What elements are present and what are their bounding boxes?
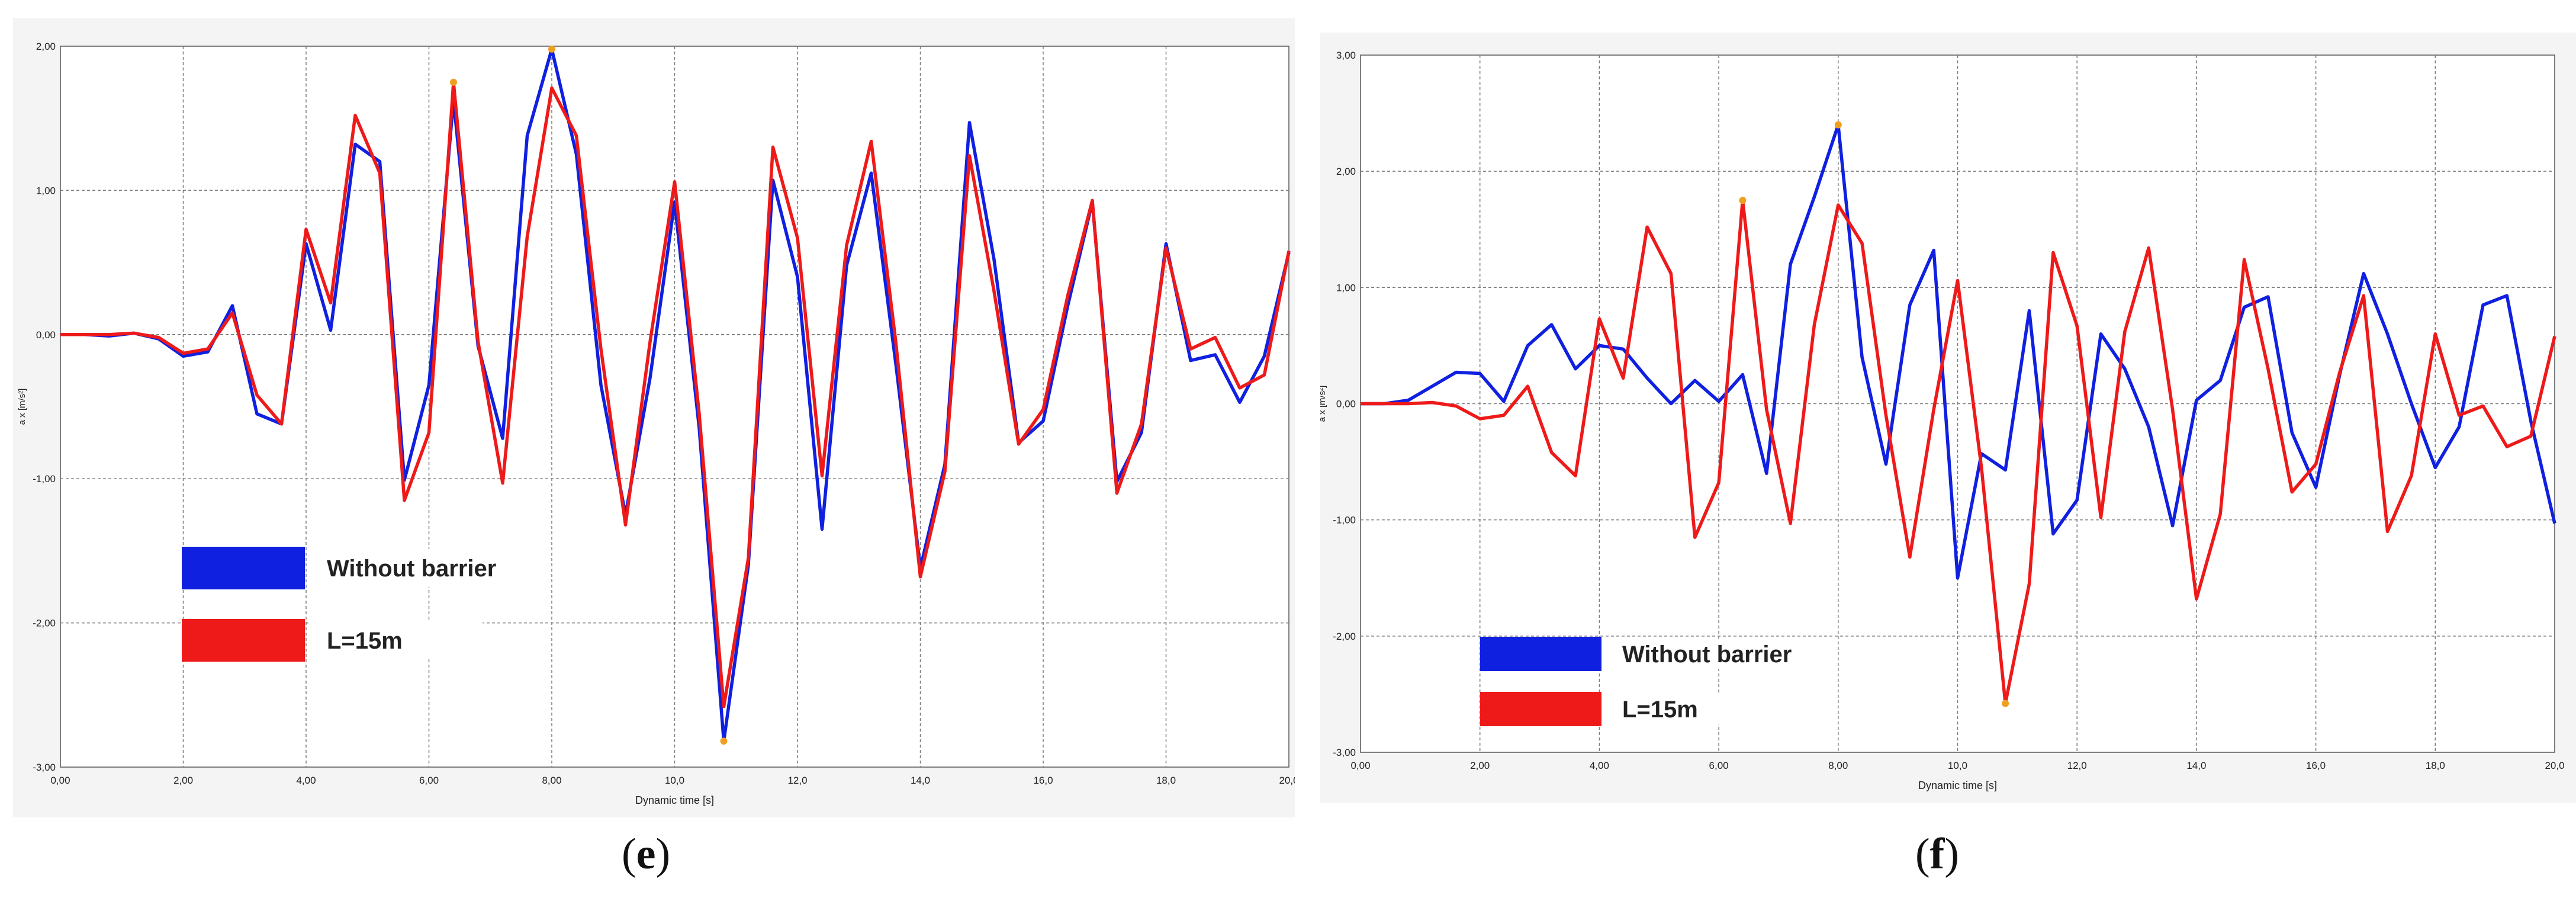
caption-f: (f) xyxy=(1915,829,1959,880)
chart-f-legend-label: L=15m xyxy=(1622,697,1698,723)
chart-e-x-tick-label: 4,00 xyxy=(296,775,316,786)
chart-e-x-tick-label: 18,0 xyxy=(1156,775,1176,786)
chart-f-x-tick-label: 8,00 xyxy=(1828,760,1848,771)
chart-f-legend-label-bg xyxy=(1607,639,1779,669)
chart-e-y-tick-label: -3,00 xyxy=(33,762,56,773)
chart-f-y-axis-label: a x [m/s²] xyxy=(1320,386,1327,422)
chart-f-y-tick-label: -3,00 xyxy=(1333,747,1356,758)
chart-e-svg: 0,00 2,00 4,00 6,00 8,00 10,0 12,0 14,0 16,0 18,0… xyxy=(13,18,1295,817)
chart-f-series-l15m-line xyxy=(1361,198,2556,705)
chart-f-x-axis-label: Dynamic time [s] xyxy=(1918,780,1997,791)
chart-e-y-tick-label: 1,00 xyxy=(36,185,56,196)
chart-f-x-tick-label: 6,00 xyxy=(1709,760,1729,771)
chart-f-x-tick-label: 20,0 xyxy=(2545,760,2564,771)
chart-f-x-tick-label: 0,00 xyxy=(1350,760,1370,771)
chart-f-x-tick-label: 10,0 xyxy=(1948,760,1967,771)
chart-e-x-tick-label: 6,00 xyxy=(419,775,439,786)
chart-panel-e: 0,00 2,00 4,00 6,00 8,00 10,0 12,0 14,0 16,0 18,0… xyxy=(13,18,1295,817)
chart-f-y-tick-label: -2,00 xyxy=(1333,631,1356,642)
chart-e-x-tick-label: 10,0 xyxy=(665,775,684,786)
chart-e-y-tick-label: -2,00 xyxy=(33,618,56,629)
chart-f-y-tick-label: 2,00 xyxy=(1336,166,1356,177)
chart-panel-f: 0,00 2,00 4,00 6,00 8,00 10,0 12,0 14,0 16,0 18,0… xyxy=(1320,33,2576,803)
caption-f-letter: f xyxy=(1929,830,1945,878)
caption-e-open: ( xyxy=(622,830,636,878)
chart-f-legend-swatch xyxy=(1480,637,1601,671)
chart-e-x-tick-label: 14,0 xyxy=(911,775,930,786)
chart-f-svg: 0,00 2,00 4,00 6,00 8,00 10,0 12,0 14,0 16,0 18,0… xyxy=(1320,33,2576,803)
caption-f-open: ( xyxy=(1915,830,1930,878)
chart-f-y-tick-label: 0,00 xyxy=(1336,399,1356,410)
chart-f-series-without-barrier-line xyxy=(1361,123,2556,580)
chart-e-x-axis-label: Dynamic time [s] xyxy=(635,794,714,806)
chart-e-y-tick-label: 0,00 xyxy=(36,329,56,341)
chart-f-x-tick-label: 12,0 xyxy=(2067,760,2087,771)
chart-f-legend-label: Without barrier xyxy=(1622,642,1792,668)
caption-e-close: ) xyxy=(655,830,671,878)
chart-f-y-tick-label: 1,00 xyxy=(1336,282,1356,293)
chart-f-peak-marker xyxy=(2002,700,2009,707)
chart-f-peak-marker xyxy=(1739,197,1747,204)
chart-e-x-tick-label: 12,0 xyxy=(787,775,807,786)
chart-e-legend-swatch xyxy=(182,547,305,589)
chart-e-y-tick-label: -1,00 xyxy=(33,473,56,485)
chart-f-x-tick-label: 16,0 xyxy=(2306,760,2326,771)
chart-e-y-tick-label: 2,00 xyxy=(36,41,56,52)
chart-e-y-axis-label: a x [m/s²] xyxy=(17,389,27,425)
chart-e-legend-label-bg xyxy=(311,621,483,659)
chart-f-x-tick-label: 4,00 xyxy=(1590,760,1609,771)
chart-e-x-tick-label: 16,0 xyxy=(1033,775,1053,786)
chart-e-legend-label: L=15m xyxy=(327,628,403,654)
caption-f-close: ) xyxy=(1944,830,1959,878)
chart-f-legend-swatch xyxy=(1480,692,1601,726)
chart-e-x-tick-label: 8,00 xyxy=(542,775,561,786)
chart-e-x-tick-label: 20,0 xyxy=(1279,775,1295,786)
chart-e-peak-marker xyxy=(548,45,555,53)
chart-f-peak-marker xyxy=(1834,121,1842,129)
chart-e-peak-marker xyxy=(450,78,457,86)
chart-e-series-l15m-line xyxy=(60,81,1291,708)
chart-f-x-tick-label: 14,0 xyxy=(2186,760,2206,771)
chart-f-legend-label-bg xyxy=(1607,694,1779,724)
chart-e-x-tick-label: 2,00 xyxy=(173,775,193,786)
caption-e-letter: e xyxy=(636,830,656,878)
chart-f-x-tick-label: 2,00 xyxy=(1470,760,1490,771)
chart-e-x-tick-label: 0,00 xyxy=(50,775,70,786)
chart-f-y-tick-label: 3,00 xyxy=(1336,50,1356,61)
chart-f-y-tick-label: -1,00 xyxy=(1333,515,1356,526)
chart-e-legend-swatch xyxy=(182,619,305,662)
chart-e-legend-label-bg xyxy=(311,549,483,587)
chart-e-legend-label: Without barrier xyxy=(327,556,496,582)
caption-e: (e) xyxy=(622,829,670,880)
chart-f-x-tick-label: 18,0 xyxy=(2426,760,2445,771)
chart-e-peak-marker xyxy=(720,737,728,745)
